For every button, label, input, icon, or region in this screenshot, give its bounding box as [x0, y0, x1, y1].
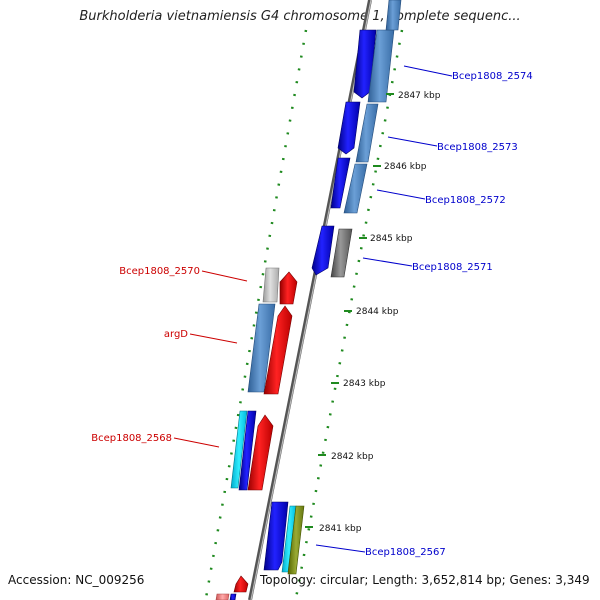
gene-2567-cds[interactable]: [263, 501, 289, 571]
scale-ticks: 2847 kbp 2846 kbp 2845 kbp 2844 kbp 2843…: [305, 91, 441, 534]
gene-label-argD[interactable]: argD: [164, 329, 188, 340]
label-leader-line: [387, 136, 438, 147]
accession-text: Accession: NC_009256: [8, 573, 145, 587]
left-gene-labels: Bcep1808_2570 argD Bcep1808_2568: [91, 266, 248, 448]
gene-label-2574[interactable]: Bcep1808_2574: [452, 71, 533, 82]
gene-label-2567[interactable]: Bcep1808_2567: [365, 547, 446, 558]
gene-label-2568[interactable]: Bcep1808_2568: [91, 433, 172, 444]
map-title: Burkholderia vietnamiensis G4 chromosome…: [79, 9, 521, 24]
lower-cds-arrow[interactable]: [233, 575, 249, 593]
gene-label-2573[interactable]: Bcep1808_2573: [437, 142, 518, 153]
gene-2568-cyan-track[interactable]: [230, 410, 248, 489]
gene-2572-track[interactable]: [343, 163, 368, 214]
bottom-pink-track[interactable]: [215, 593, 230, 600]
gene-2573-cds-arrow[interactable]: [337, 101, 361, 155]
gene-label-2572[interactable]: Bcep1808_2572: [425, 195, 506, 206]
scale-tick-label: 2842 kbp: [331, 452, 374, 462]
gene-2572-cds[interactable]: [330, 157, 351, 209]
scale-tick-label: 2847 kbp: [398, 91, 441, 101]
label-leader-line: [362, 257, 413, 267]
gene-2571-cds-arrow[interactable]: [311, 225, 335, 276]
gene-2567-olive-track[interactable]: [287, 505, 305, 575]
right-gene-labels: Bcep1808_2574 Bcep1808_2573 Bcep1808_257…: [315, 65, 533, 558]
scale-tick-label: 2844 kbp: [356, 307, 399, 317]
label-leader-line: [189, 333, 238, 344]
gene-2574-top-track[interactable]: [385, 0, 402, 31]
gene-2571-track[interactable]: [330, 228, 353, 278]
bottom-blue-track[interactable]: [229, 593, 237, 600]
label-leader-line: [403, 65, 453, 77]
gene-label-2571[interactable]: Bcep1808_2571: [412, 262, 493, 273]
argD-cds-arrow[interactable]: [263, 305, 293, 395]
gene-2570-cds-arrow[interactable]: [279, 271, 298, 305]
genome-summary-text: Topology: circular; Length: 3,652,814 bp…: [260, 573, 590, 587]
gene-2570-track[interactable]: [262, 267, 280, 303]
forward-strand-features: [263, 0, 402, 575]
label-leader-line: [173, 437, 220, 448]
chromosome-backbone-highlight: [250, 0, 372, 600]
scale-tick-label: 2845 kbp: [370, 234, 413, 244]
gene-2568-cds-arrow[interactable]: [247, 414, 274, 491]
gene-2568-blue-track[interactable]: [238, 410, 257, 491]
scale-tick-label: 2841 kbp: [319, 524, 362, 534]
label-leader-line: [201, 270, 248, 282]
gene-label-2570[interactable]: Bcep1808_2570: [119, 266, 200, 277]
reverse-strand-features: [215, 267, 298, 600]
gene-2573-track[interactable]: [355, 103, 379, 163]
outer-ring-right: [294, 29, 404, 599]
label-leader-line: [315, 544, 366, 553]
scale-tick-label: 2846 kbp: [384, 162, 427, 172]
label-leader-line: [376, 189, 426, 200]
chromosome-backbone-line: [248, 0, 372, 600]
scale-tick-label: 2843 kbp: [343, 379, 386, 389]
argD-track[interactable]: [247, 303, 276, 393]
